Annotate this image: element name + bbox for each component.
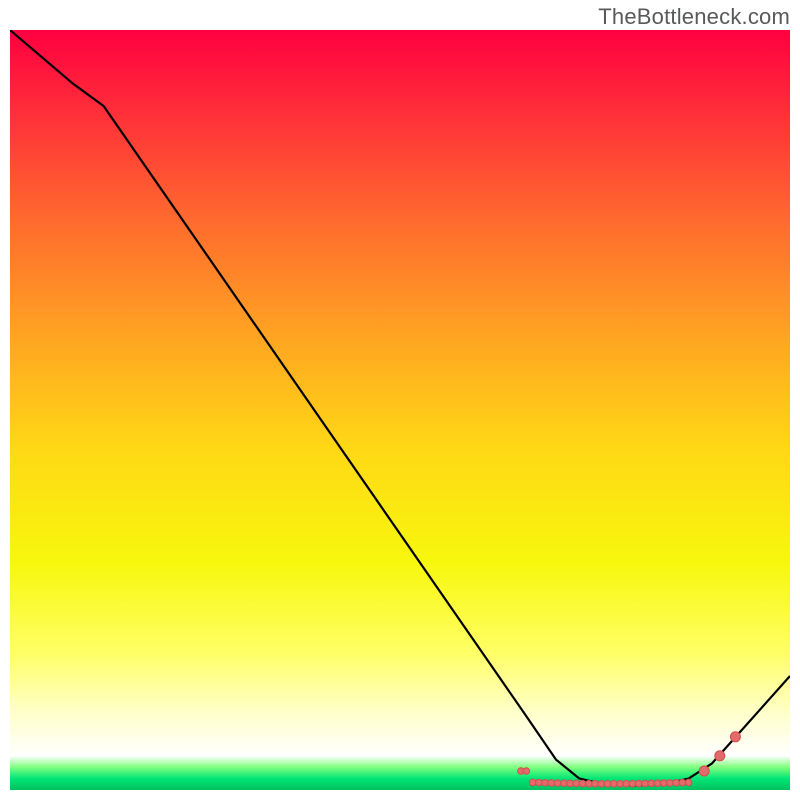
- marker-dot: [592, 780, 599, 787]
- marker-dot: [542, 779, 549, 786]
- watermark-text: TheBottleneck.com: [598, 4, 790, 30]
- marker-dot: [610, 780, 617, 787]
- marker-dot: [648, 780, 655, 787]
- marker-dot: [598, 780, 605, 787]
- marker-dot: [523, 768, 530, 775]
- marker-dot: [536, 779, 543, 786]
- marker-dot: [617, 780, 624, 787]
- chart-container: TheBottleneck.com: [0, 0, 800, 800]
- marker-dot: [585, 780, 592, 787]
- marker-dot: [635, 780, 642, 787]
- marker-dot: [699, 766, 709, 776]
- marker-dot: [685, 779, 692, 786]
- marker-dot: [715, 751, 725, 761]
- marker-dot: [654, 780, 661, 787]
- marker-dot: [573, 780, 580, 787]
- chart-svg: [10, 30, 790, 790]
- marker-dot: [567, 780, 574, 787]
- marker-dot: [667, 780, 674, 787]
- marker-dot: [660, 780, 667, 787]
- marker-dot: [679, 779, 686, 786]
- marker-dot: [529, 779, 536, 786]
- marker-dot: [548, 780, 555, 787]
- marker-dot: [554, 780, 561, 787]
- marker-dot: [642, 780, 649, 787]
- marker-dot: [561, 780, 568, 787]
- plot-area: [10, 30, 790, 790]
- marker-dot: [730, 732, 740, 742]
- marker-dot: [579, 780, 586, 787]
- marker-dot: [629, 780, 636, 787]
- gradient-background: [10, 30, 790, 790]
- marker-dot: [673, 779, 680, 786]
- marker-dot: [623, 780, 630, 787]
- marker-dot: [604, 780, 611, 787]
